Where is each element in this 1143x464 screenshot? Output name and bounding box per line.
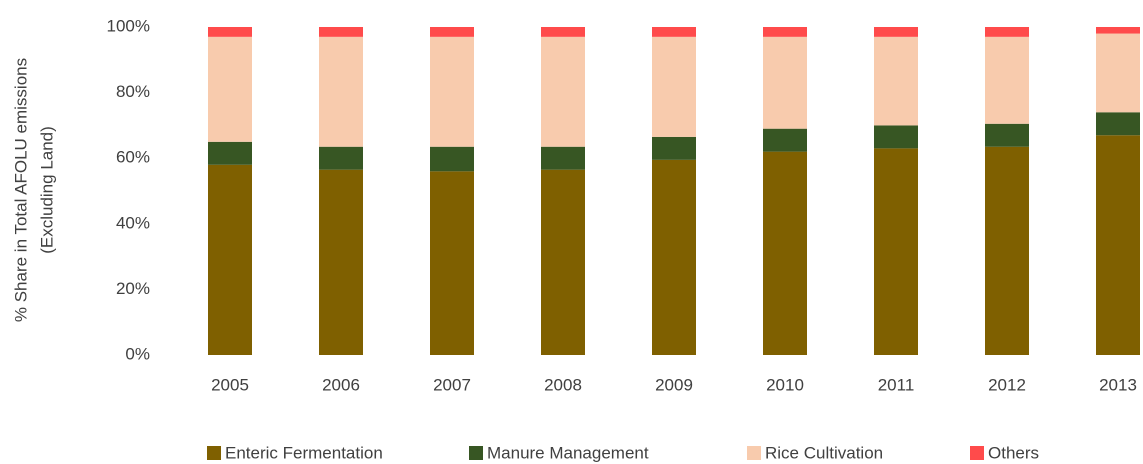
- bar-segment: [319, 146, 363, 170]
- bar-segment: [874, 148, 918, 355]
- bar-segment: [652, 27, 696, 37]
- y-tick-label: 0%: [125, 344, 150, 363]
- legend-label: Enteric Fermentation: [225, 443, 383, 462]
- x-tick-label: 2006: [322, 375, 360, 394]
- bar-segment: [208, 164, 252, 355]
- y-tick-label: 80%: [116, 82, 150, 101]
- bar-segment: [1096, 27, 1140, 34]
- x-tick-label: 2013: [1099, 375, 1137, 394]
- bar-segment: [763, 36, 807, 129]
- bar-segment: [985, 36, 1029, 124]
- bar-segment: [652, 36, 696, 137]
- bar-segment: [541, 169, 585, 355]
- bar-segment: [208, 36, 252, 142]
- bar-segment: [874, 36, 918, 126]
- bar-segment: [1096, 33, 1140, 113]
- y-tick-label: 20%: [116, 279, 150, 298]
- bar-segment: [763, 128, 807, 152]
- bar-segment: [430, 146, 474, 172]
- legend-label: Others: [988, 443, 1039, 462]
- bar-segment: [652, 136, 696, 160]
- bar-segment: [319, 36, 363, 147]
- bar-segment: [541, 36, 585, 147]
- bar-segment: [763, 27, 807, 37]
- bar-segment: [541, 27, 585, 37]
- bar-segment: [430, 171, 474, 355]
- x-tick-label: 2010: [766, 375, 804, 394]
- bar-segment: [652, 159, 696, 355]
- y-tick-label: 100%: [107, 16, 150, 35]
- x-tick-label: 2005: [211, 375, 249, 394]
- bar-segment: [1096, 112, 1140, 136]
- x-tick-label: 2007: [433, 375, 471, 394]
- legend-swatch: [970, 446, 984, 460]
- legend-label: Rice Cultivation: [765, 443, 883, 462]
- bar-segment: [541, 146, 585, 170]
- bar-segment: [430, 36, 474, 147]
- bar-segment: [319, 169, 363, 355]
- bar-segment: [208, 141, 252, 165]
- x-tick-label: 2012: [988, 375, 1026, 394]
- bar-segment: [874, 27, 918, 37]
- y-tick-label: 40%: [116, 213, 150, 232]
- x-tick-label: 2011: [878, 375, 915, 394]
- legend-swatch: [747, 446, 761, 460]
- x-tick-label: 2008: [544, 375, 582, 394]
- x-tick-label: 2009: [655, 375, 693, 394]
- bar-segment: [985, 123, 1029, 147]
- bar-segment: [208, 27, 252, 37]
- y-axis-title: % Share in Total AFOLU emissions: [11, 58, 30, 322]
- legend-swatch: [207, 446, 221, 460]
- bar-segment: [1096, 135, 1140, 355]
- legend-label: Manure Management: [487, 443, 649, 462]
- y-tick-label: 60%: [116, 148, 150, 167]
- bar-segment: [985, 146, 1029, 355]
- bar-segment: [430, 27, 474, 37]
- bar-segment: [985, 27, 1029, 37]
- bar-segment: [763, 151, 807, 355]
- bar-segment: [319, 27, 363, 37]
- legend-swatch: [469, 446, 483, 460]
- y-axis-title: (Excluding Land): [37, 126, 56, 254]
- bar-segment: [874, 125, 918, 149]
